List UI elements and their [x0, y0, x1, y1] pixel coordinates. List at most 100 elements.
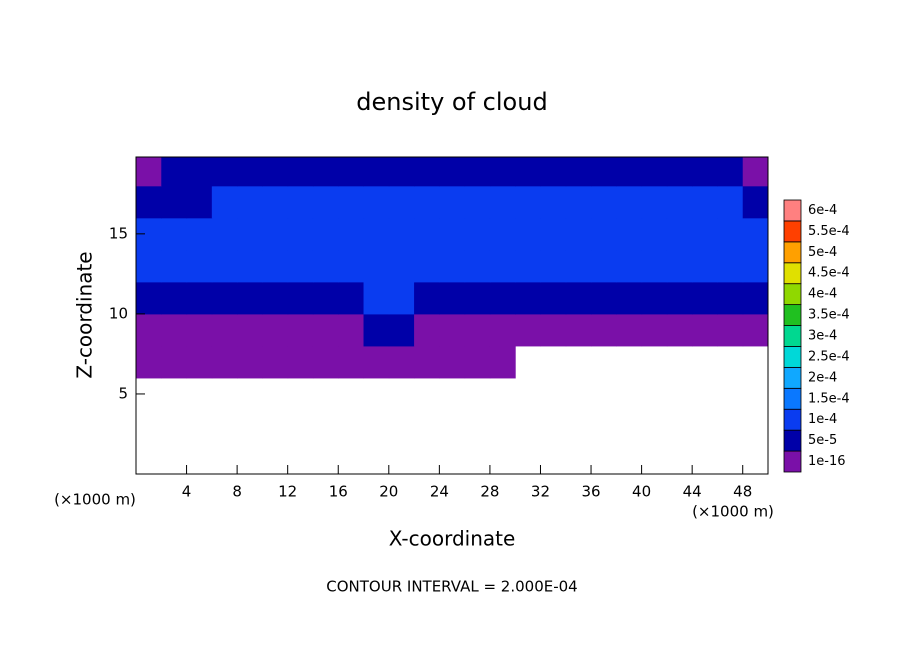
- contour-cell: [717, 185, 744, 219]
- contour-cell: [666, 217, 693, 251]
- contour-cell: [388, 157, 415, 187]
- contour-cell: [692, 217, 718, 251]
- colorbar-box: [783, 241, 802, 264]
- contour-cell: [464, 185, 491, 219]
- contour-cell: [237, 157, 263, 187]
- contour-cell: [186, 281, 213, 315]
- contour-cell: [237, 249, 263, 283]
- contour-cell: [287, 249, 314, 283]
- contour-cell: [742, 157, 769, 187]
- contour-cell: [565, 157, 592, 187]
- contour-cell: [489, 281, 516, 315]
- colorbar-box: [783, 199, 802, 222]
- contour-cell: [591, 249, 617, 283]
- contour-cell: [186, 185, 213, 219]
- x-tick-label: 40: [632, 483, 651, 501]
- contour-cell: [666, 185, 693, 219]
- contour-cell: [414, 313, 440, 347]
- contour-cell: [540, 313, 567, 347]
- contour-cell: [262, 345, 289, 379]
- contour-cell: [312, 313, 339, 347]
- contour-cell: [489, 249, 516, 283]
- colorbar-box: [783, 325, 802, 347]
- colorbar-label: 3e-4: [808, 329, 837, 344]
- x-tick-label: 4: [182, 483, 192, 501]
- contour-cell: [515, 249, 541, 283]
- contour-cell: [338, 217, 365, 251]
- contour-cell: [439, 185, 466, 219]
- colorbar-label: 3.5e-4: [808, 308, 850, 323]
- x-unit-label: (×1000 m): [692, 503, 774, 521]
- contour-cell: [161, 313, 188, 347]
- contour-cell: [363, 217, 390, 251]
- contour-cell: [312, 281, 339, 315]
- contour-cell: [262, 313, 289, 347]
- contour-cell: [464, 345, 491, 379]
- contour-cell: [616, 281, 643, 315]
- colorbar-label: 2.5e-4: [808, 349, 850, 364]
- contour-cell: [186, 345, 213, 379]
- colorbar-box: [783, 283, 802, 306]
- contour-cell: [540, 281, 567, 315]
- contour-cell: [489, 217, 516, 251]
- contour-cell: [666, 313, 693, 347]
- contour-cell: [388, 313, 415, 347]
- contour-cell: [616, 249, 643, 283]
- x-tick-label: 36: [581, 483, 600, 501]
- contour-cell: [565, 217, 592, 251]
- contour-cell: [565, 249, 592, 283]
- contour-cell: [161, 185, 188, 219]
- contour-cell: [161, 249, 188, 283]
- x-tick-label: 16: [329, 483, 348, 501]
- contour-cell: [186, 313, 213, 347]
- contour-cell: [388, 249, 415, 283]
- contour-cell: [515, 281, 541, 315]
- contour-cell: [363, 185, 390, 219]
- contour-cell: [136, 281, 162, 315]
- contour-cell: [464, 249, 491, 283]
- contour-cell: [489, 157, 516, 187]
- contour-cell: [136, 157, 162, 187]
- contour-cell: [237, 345, 263, 379]
- contour-cell: [312, 157, 339, 187]
- contour-cell: [591, 313, 617, 347]
- contour-cell: [515, 217, 541, 251]
- contour-cell: [414, 345, 440, 379]
- contour-cell: [692, 185, 718, 219]
- contour-cell: [692, 249, 718, 283]
- contour-cell: [414, 249, 440, 283]
- contour-cell: [641, 217, 668, 251]
- contour-cell: [489, 185, 516, 219]
- contour-cell: [388, 217, 415, 251]
- colorbar-box: [783, 387, 802, 410]
- plot-frame: [135, 156, 769, 475]
- contour-cell: [464, 313, 491, 347]
- contour-cell: [338, 249, 365, 283]
- x-tick-label: 8: [232, 483, 242, 501]
- colorbar-box: [783, 220, 802, 243]
- colorbar-label: 5e-4: [808, 245, 837, 260]
- contour-cell: [641, 185, 668, 219]
- colorbar-label: 4.5e-4: [808, 266, 850, 281]
- contour-cell: [388, 345, 415, 379]
- colorbar-box: [783, 262, 802, 285]
- colorbar-label: 1e-4: [808, 412, 837, 427]
- contour-cell: [287, 345, 314, 379]
- colorbar-box: [783, 450, 802, 473]
- chart-title: density of cloud: [356, 88, 547, 116]
- contour-cell: [287, 157, 314, 187]
- colorbar-label: 1e-16: [808, 454, 846, 469]
- contour-cell: [237, 281, 263, 315]
- colorbar-label: 5e-5: [808, 433, 837, 448]
- contour-cell: [616, 185, 643, 219]
- contour-cell: [666, 157, 693, 187]
- contour-cell: [717, 313, 744, 347]
- contour-cell: [717, 217, 744, 251]
- x-tick-label: 20: [379, 483, 398, 501]
- contour-cell: [565, 281, 592, 315]
- contour-cell: [742, 313, 769, 347]
- contour-cell: [363, 345, 390, 379]
- contour-cell: [439, 345, 466, 379]
- contour-cell: [540, 185, 567, 219]
- contour-cell: [540, 249, 567, 283]
